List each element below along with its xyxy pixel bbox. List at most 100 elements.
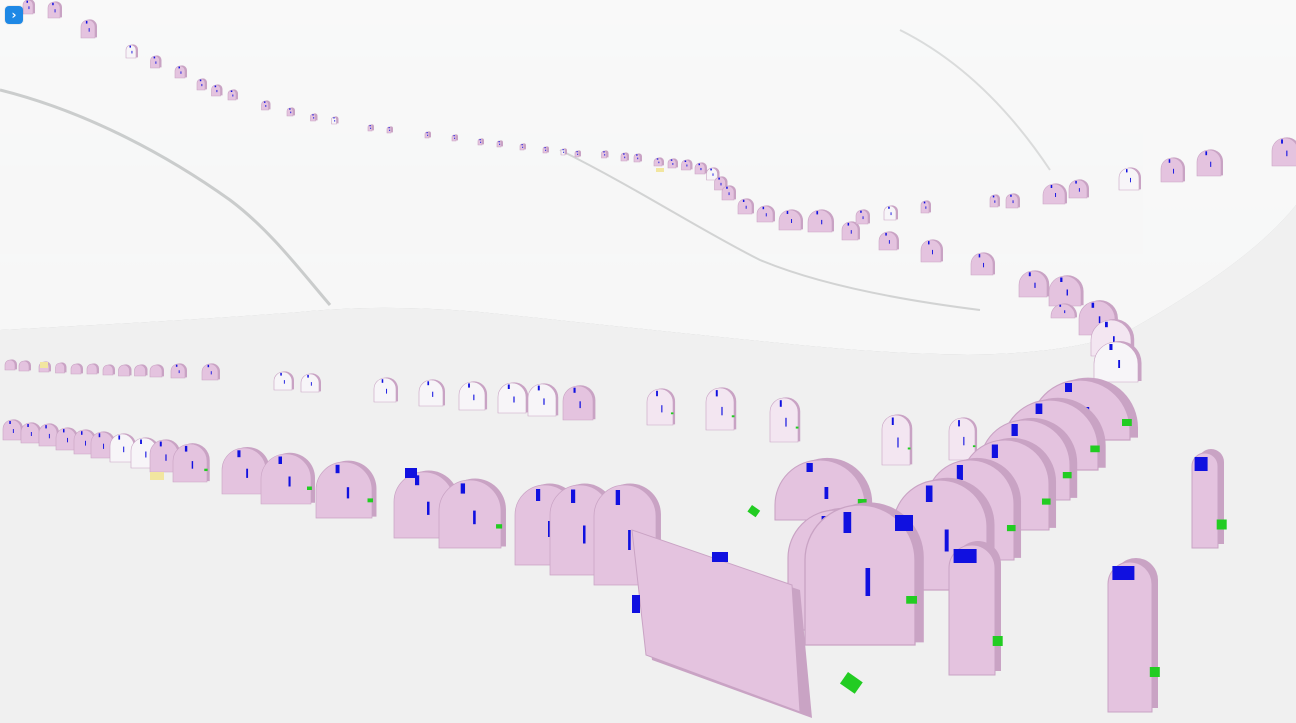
tunnel-segment[interactable]	[560, 148, 567, 156]
tunnel-segment[interactable]	[80, 19, 97, 39]
tunnel-segment[interactable]	[769, 397, 801, 443]
tunnel-segment[interactable]	[562, 385, 596, 421]
tunnel-segment[interactable]	[102, 364, 115, 376]
tunnel-segment[interactable]	[653, 157, 664, 167]
tunnel-segment[interactable]	[756, 205, 775, 223]
tunnel-segment[interactable]	[196, 78, 207, 91]
tunnel-segment[interactable]	[1042, 183, 1067, 205]
tunnel-segment[interactable]	[778, 209, 803, 231]
tunnel-segment[interactable]	[373, 377, 398, 403]
tunnel-segment[interactable]	[721, 185, 736, 201]
tunnel-segment[interactable]	[497, 382, 529, 414]
tunnel-segment[interactable]	[519, 143, 526, 151]
tunnel-segment[interactable]	[418, 379, 446, 407]
tunnel-segment[interactable]	[221, 446, 270, 495]
tunnel-segment[interactable]	[1107, 558, 1160, 713]
tunnel-segment[interactable]	[310, 113, 318, 122]
tunnel-segment[interactable]	[1271, 137, 1296, 167]
tunnel-segment[interactable]	[451, 134, 458, 142]
tunnel-segment[interactable]	[261, 100, 271, 111]
tunnel-segment[interactable]	[1068, 179, 1089, 199]
tunnel-segment[interactable]	[286, 107, 295, 117]
tunnel-segment[interactable]	[174, 65, 187, 79]
tunnel-segment[interactable]	[1093, 340, 1142, 383]
tunnel-segment[interactable]	[90, 431, 115, 459]
tunnel-segment[interactable]	[883, 205, 898, 221]
tunnel-segment[interactable]	[4, 359, 17, 371]
tunnel-segment[interactable]	[55, 427, 78, 451]
tunnel-segment[interactable]	[150, 55, 162, 69]
tunnel-segment[interactable]	[855, 209, 870, 225]
tunnel-segment[interactable]	[807, 209, 834, 233]
tunnel-segment[interactable]	[55, 362, 67, 374]
tunnel-segment[interactable]	[920, 239, 943, 263]
tunnel-segment[interactable]	[633, 153, 642, 163]
tunnel-segment[interactable]	[172, 443, 210, 483]
tunnel-segment[interactable]	[47, 1, 62, 19]
tunnel-segment[interactable]	[170, 363, 187, 379]
tunnel-segment[interactable]	[970, 252, 995, 276]
tunnel-segment[interactable]	[22, 0, 35, 15]
tunnel-segment[interactable]	[70, 363, 83, 375]
tunnel-segment[interactable]	[496, 140, 503, 148]
tunnel-segment[interactable]	[1018, 270, 1050, 298]
tunnel-segment[interactable]	[989, 194, 1000, 208]
tunnel-segment[interactable]	[438, 478, 506, 549]
tunnel-segment[interactable]	[458, 381, 488, 411]
tunnel-segment[interactable]	[948, 417, 978, 461]
tunnel-segment[interactable]	[706, 167, 720, 181]
tunnel-segment[interactable]	[331, 116, 339, 125]
tunnel-segment[interactable]	[86, 363, 100, 375]
tunnel-segment[interactable]	[424, 131, 431, 139]
tunnel-segment[interactable]	[477, 138, 484, 146]
tunnel-segment[interactable]	[667, 158, 678, 169]
tunnel-segment[interactable]	[646, 388, 676, 426]
tunnel-segment[interactable]	[20, 422, 41, 444]
tunnel-segment[interactable]	[118, 364, 132, 377]
tunnel-segment[interactable]	[620, 152, 629, 162]
tunnel-segment[interactable]	[841, 221, 860, 241]
tunnel-segment[interactable]	[211, 84, 223, 97]
tunnel-segment[interactable]	[260, 452, 315, 505]
tunnel-segment[interactable]	[201, 363, 220, 381]
tunnel-segment[interactable]	[601, 150, 609, 159]
tunnel-segment[interactable]	[1048, 275, 1084, 307]
tunnel-segment[interactable]	[367, 124, 374, 132]
tunnel-segment[interactable]	[1005, 193, 1020, 209]
tunnel-segment[interactable]	[300, 373, 321, 393]
tunnel-segment[interactable]	[149, 364, 164, 378]
tunnel-segment[interactable]	[125, 44, 138, 59]
tunnel-segment[interactable]	[714, 176, 728, 191]
tunnel-segment[interactable]	[386, 126, 393, 134]
tunnel-segment[interactable]	[315, 460, 377, 519]
tunnel-segment[interactable]	[134, 364, 148, 377]
tunnel-segment[interactable]	[705, 387, 737, 431]
tunnel-segment[interactable]	[804, 502, 924, 646]
tunnel-segment[interactable]	[273, 371, 294, 391]
tunnel-segment[interactable]	[574, 150, 581, 158]
tunnel-segment[interactable]	[1118, 167, 1141, 191]
tunnel-segment[interactable]	[881, 414, 913, 466]
tunnel-segment[interactable]	[694, 162, 707, 175]
tunnel-segment[interactable]	[1191, 449, 1227, 549]
tunnel-segment[interactable]	[527, 383, 559, 417]
tunnel-segment[interactable]	[631, 529, 812, 718]
tunnel-segment[interactable]	[681, 159, 693, 171]
tunnel-segment[interactable]	[149, 439, 181, 473]
tunnel-segment[interactable]	[227, 89, 238, 101]
tunnel-segment[interactable]	[1196, 149, 1223, 177]
expand-panel-button[interactable]: ›	[5, 6, 23, 24]
tunnel-segment[interactable]	[542, 146, 549, 154]
tunnel-segment[interactable]	[948, 541, 1003, 676]
tunnel-segment[interactable]	[18, 360, 31, 372]
tunnel-segment[interactable]	[737, 198, 754, 215]
tunnel-segment[interactable]	[878, 231, 899, 251]
tunnel-segment[interactable]	[920, 200, 931, 214]
tunnel-segment[interactable]	[1050, 303, 1077, 319]
tunnel-segment[interactable]	[774, 457, 873, 521]
tunnel-segment[interactable]	[109, 433, 136, 463]
tunnel-segment[interactable]	[38, 423, 59, 447]
tunnel-segment[interactable]	[1160, 157, 1185, 183]
